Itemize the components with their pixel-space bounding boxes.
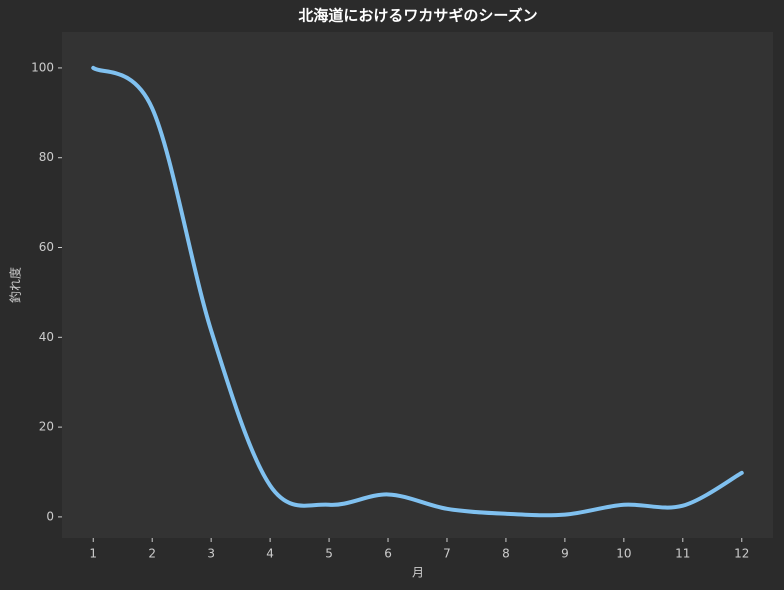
x-tick-label: 7 bbox=[443, 547, 451, 561]
y-tick-label: 0 bbox=[46, 509, 54, 523]
y-tick-label: 100 bbox=[31, 60, 54, 74]
plot-area bbox=[62, 32, 773, 538]
x-tick-label: 2 bbox=[148, 547, 156, 561]
x-tick-label: 11 bbox=[675, 547, 690, 561]
line-series bbox=[91, 65, 744, 518]
x-tick-label: 1 bbox=[89, 547, 97, 561]
y-tick-label: 80 bbox=[39, 150, 54, 164]
x-tick-label: 6 bbox=[384, 547, 392, 561]
y-tick-label: 60 bbox=[39, 240, 54, 254]
x-axis-label: 月 bbox=[412, 566, 424, 580]
x-tick-label: 4 bbox=[266, 547, 274, 561]
y-tick-label: 20 bbox=[39, 420, 54, 434]
y-tick-label: 40 bbox=[39, 330, 54, 344]
y-axis-label: 釣れ度 bbox=[8, 267, 23, 303]
x-tick-label: 10 bbox=[616, 547, 631, 561]
x-tick-label: 12 bbox=[734, 547, 749, 561]
x-tick-label: 5 bbox=[325, 547, 333, 561]
x-tick-label: 8 bbox=[502, 547, 510, 561]
chart-title: 北海道におけるワカサギのシーズン bbox=[298, 7, 537, 25]
x-tick-label: 3 bbox=[207, 547, 215, 561]
x-tick-label: 9 bbox=[561, 547, 569, 561]
